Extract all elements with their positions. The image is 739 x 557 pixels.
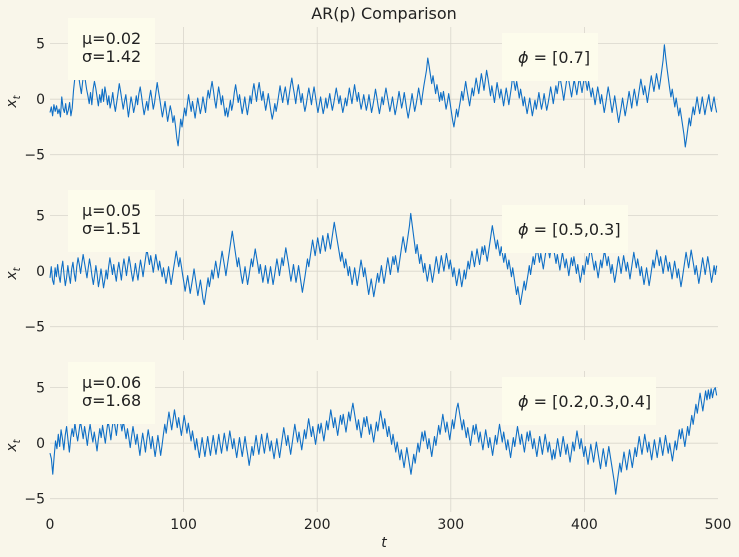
stats-box xyxy=(68,18,155,80)
std-label: σ=1.51 xyxy=(82,219,141,238)
y-tick-label: −5 xyxy=(24,148,45,164)
phi-label: ϕ = [0.7] xyxy=(518,48,590,67)
series-line xyxy=(49,387,718,495)
panel-1: −5 0 5 xt μ=0.02σ=1.42 ϕ = [0.7] xyxy=(4,18,718,168)
stats-box xyxy=(68,362,155,424)
stats-box xyxy=(68,190,155,252)
panel-2: −5 0 5 xt μ=0.05σ=1.51 ϕ = [0.5,0.3] xyxy=(4,190,718,340)
x-axis-label: t xyxy=(381,535,387,551)
phi-label: ϕ = [0.2,0.3,0.4] xyxy=(518,392,651,411)
y-tick-label: −5 xyxy=(24,320,45,336)
mean-label: μ=0.06 xyxy=(82,373,141,392)
series-line xyxy=(49,44,718,148)
x-tick-label: 500 xyxy=(705,517,732,533)
series-line xyxy=(49,212,718,306)
x-tick-label: 400 xyxy=(571,517,598,533)
x-tick-label: 200 xyxy=(304,517,331,533)
y-tick-label: 0 xyxy=(36,264,45,280)
phi-box xyxy=(502,377,656,425)
y-tick-label: 5 xyxy=(36,381,45,397)
phi-box xyxy=(502,33,598,81)
phi-box xyxy=(502,205,628,253)
y-tick-label: 0 xyxy=(36,92,45,108)
chart-title: AR(p) Comparison xyxy=(311,4,457,23)
std-label: σ=1.68 xyxy=(82,391,141,410)
y-tick-label: 5 xyxy=(36,37,45,53)
phi-label: ϕ = [0.5,0.3] xyxy=(518,220,621,239)
mean-label: μ=0.02 xyxy=(82,29,141,48)
y-tick-label: 0 xyxy=(36,436,45,452)
mean-label: μ=0.05 xyxy=(82,201,141,220)
std-label: σ=1.42 xyxy=(82,47,141,66)
y-tick-label: −5 xyxy=(24,492,45,508)
y-axis-label: xt xyxy=(4,438,23,452)
x-tick-label: 0 xyxy=(46,517,55,533)
y-axis-label: xt xyxy=(4,266,23,280)
x-tick-label: 300 xyxy=(437,517,464,533)
x-tick-label: 100 xyxy=(170,517,197,533)
y-tick-label: 5 xyxy=(36,209,45,225)
y-axis-label: xt xyxy=(4,94,23,108)
